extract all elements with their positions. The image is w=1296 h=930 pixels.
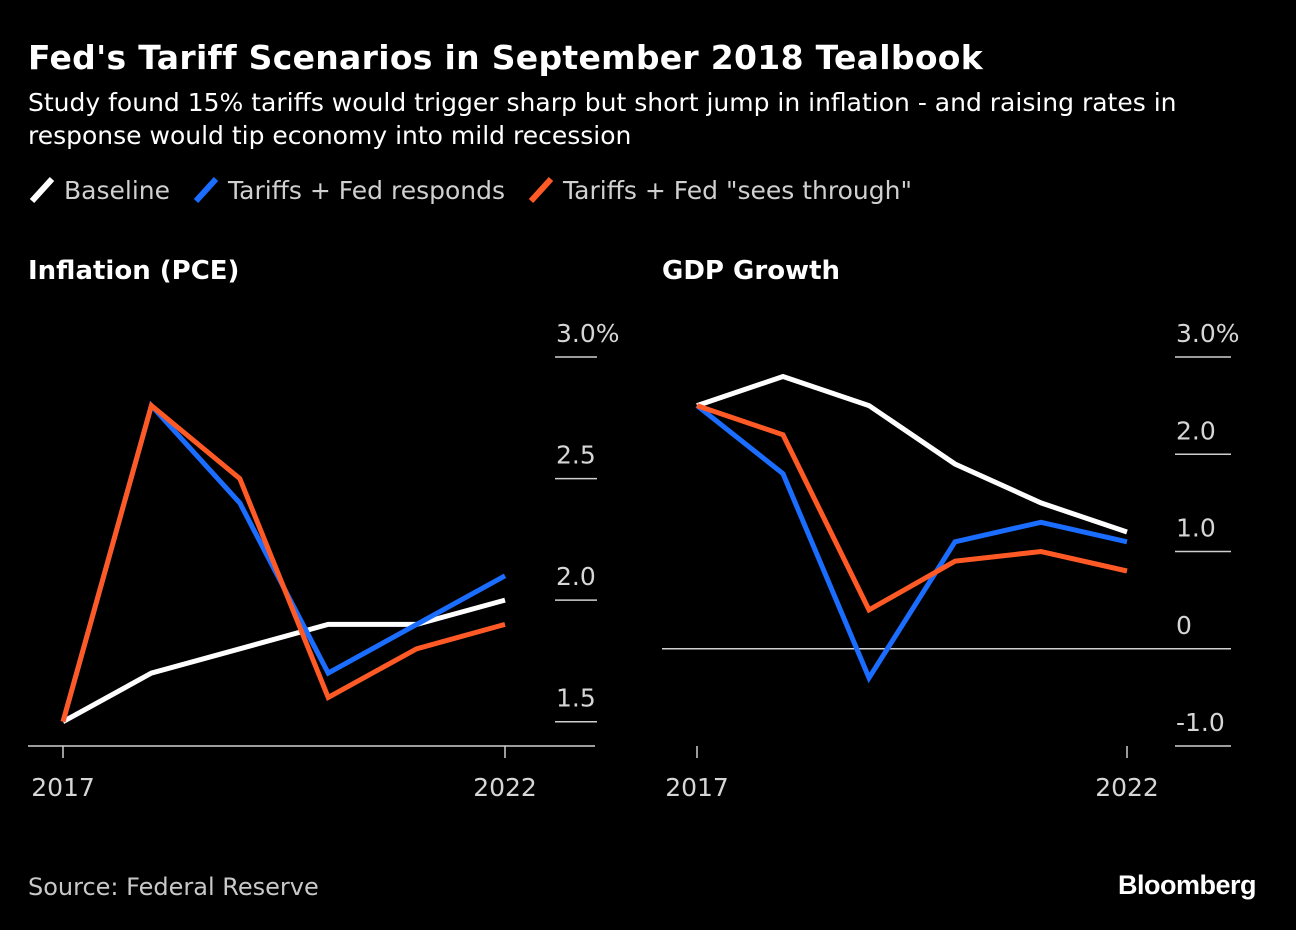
legend-swatch-baseline (29, 176, 55, 204)
gdp-panel-title: GDP Growth (662, 256, 841, 286)
gdp-series-baseline (696, 373, 1128, 535)
chart-subtitle: Study found 15% tariffs would trigger sh… (28, 88, 1177, 150)
legend-label-fed-sees-through: Tariffs + Fed "sees through" (563, 175, 912, 205)
inflation-x-tick-label-2022: 2022 (473, 773, 537, 802)
inflation-series-baseline (61, 597, 506, 724)
inflation-series-tariffs-fed-responds (60, 400, 507, 723)
gdp-x-tick-label-2022: 2022 (1095, 773, 1159, 802)
legend-item-fed-sees-through: Tariffs + Fed "sees through" (527, 175, 912, 205)
legend-item-fed-responds: Tariffs + Fed responds (192, 175, 505, 205)
chart-title: Fed's Tariff Scenarios in September 2018… (28, 38, 984, 77)
gdp-y-tick-label-0: 0 (1176, 611, 1192, 640)
inflation-y-tick-label-1-5: 1.5 (556, 684, 596, 713)
source-note: Source: Federal Reserve (28, 873, 319, 901)
inflation-panel-title: Inflation (PCE) (28, 256, 240, 286)
legend-label-baseline: Baseline (64, 175, 170, 205)
gdp-series-tariffs-fed-responds (695, 403, 1128, 684)
legend-label-fed-responds: Tariffs + Fed responds (228, 175, 506, 205)
inflation-x-tick-label-2017: 2017 (31, 773, 95, 802)
gdp-y-tick-label-3-0: 3.0% (1176, 319, 1240, 348)
inflation-y-tick-label-3-0: 3.0% (556, 319, 620, 348)
legend-swatch-fed-responds (193, 176, 219, 204)
inflation-y-tick-label-2-5: 2.5 (556, 441, 596, 470)
legend-swatch-fed-sees-through (528, 176, 554, 204)
legend-item-baseline: Baseline (28, 175, 170, 205)
gdp-y-tick-label-1-0: 1.0 (1176, 514, 1216, 543)
gdp-y-tick-label-1-0: -1.0 (1176, 708, 1225, 737)
gdp-series-tariffs-fed-sees-through (696, 403, 1128, 614)
bloomberg-logo: Bloomberg (1117, 870, 1257, 900)
inflation-y-tick-label-2-0: 2.0 (556, 562, 596, 591)
gdp-x-tick-label-2017: 2017 (665, 773, 729, 802)
legend: Baseline Tariffs + Fed responds Tariffs … (28, 175, 934, 205)
inflation-series-tariffs-fed-sees-through (60, 401, 506, 723)
gdp-y-tick-label-2-0: 2.0 (1176, 416, 1216, 445)
